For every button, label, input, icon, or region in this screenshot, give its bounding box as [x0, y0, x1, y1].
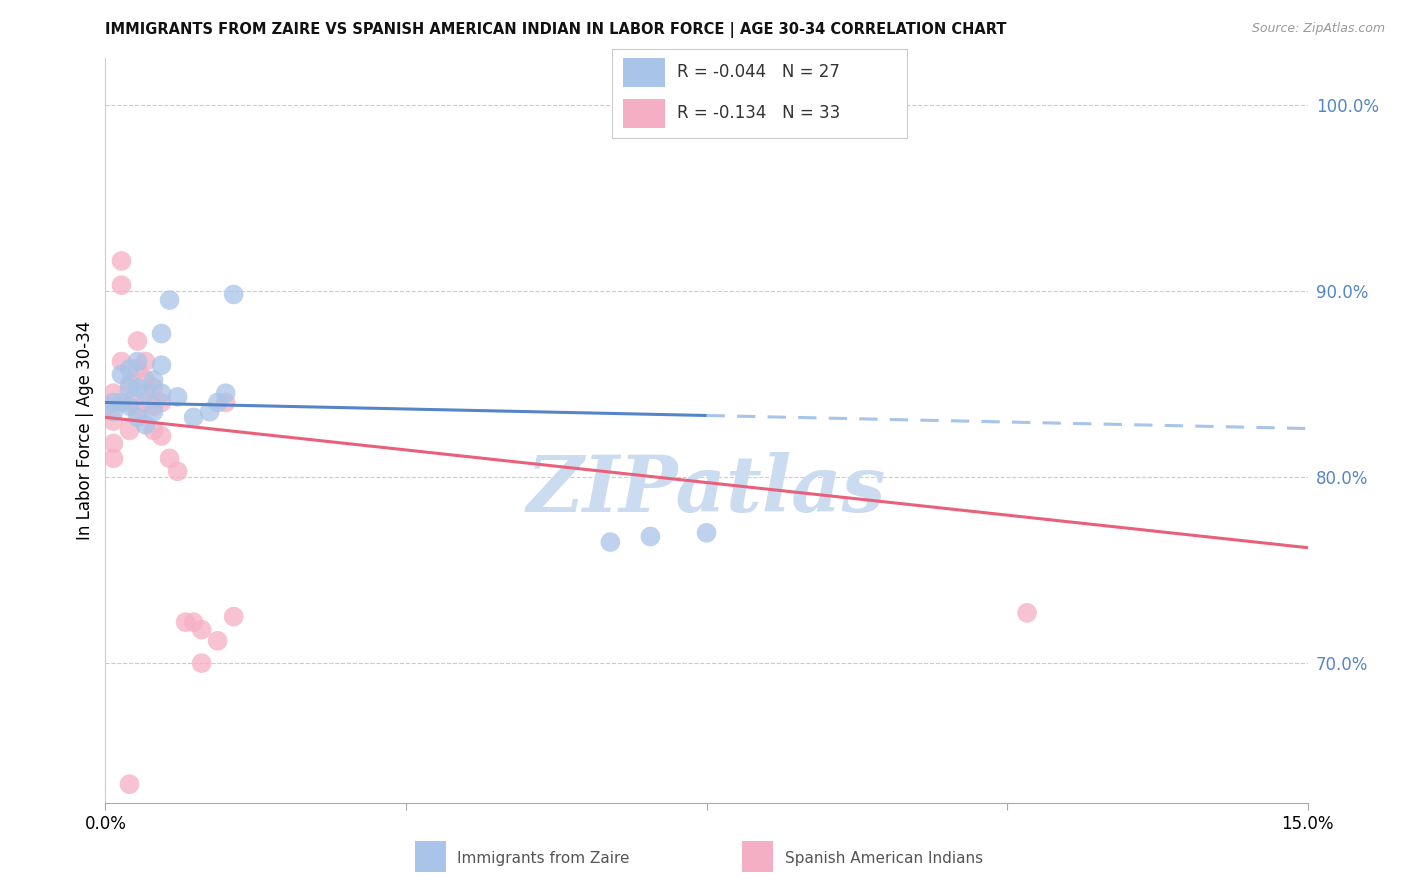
Text: ZIPatlas: ZIPatlas [527, 451, 886, 528]
Point [214, 386, 236, 401]
Text: R = -0.134   N = 33: R = -0.134 N = 33 [676, 104, 839, 122]
Point [142, 380, 165, 394]
Point [207, 395, 229, 409]
Point [599, 535, 621, 549]
Point [103, 451, 125, 466]
Point [207, 633, 229, 648]
Point [640, 529, 662, 543]
Bar [623, 99, 665, 128]
Point [142, 405, 165, 419]
Point [174, 615, 197, 630]
Point [118, 395, 141, 409]
Point [110, 278, 132, 293]
Point [135, 417, 157, 432]
Point [696, 525, 718, 540]
Point [150, 358, 173, 372]
Point [103, 395, 125, 409]
Point [222, 609, 245, 624]
Point [103, 386, 125, 401]
Point [159, 451, 181, 466]
Point [142, 373, 165, 387]
Text: Source: ZipAtlas.com: Source: ZipAtlas.com [1251, 22, 1385, 36]
Point [94, 399, 117, 413]
Point [127, 354, 149, 368]
Point [110, 254, 132, 268]
Point [142, 423, 165, 437]
Point [222, 287, 245, 301]
Point [118, 380, 141, 394]
Point [135, 373, 157, 387]
Point [198, 405, 221, 419]
Point [110, 395, 132, 409]
Point [150, 326, 173, 341]
Point [190, 656, 212, 670]
Text: Immigrants from Zaire: Immigrants from Zaire [457, 851, 630, 865]
Bar [623, 58, 665, 87]
Point [110, 354, 132, 368]
Point [166, 390, 188, 404]
Point [150, 429, 173, 443]
Point [118, 777, 141, 791]
Point [183, 615, 205, 630]
Point [127, 362, 149, 376]
Text: R = -0.044   N = 27: R = -0.044 N = 27 [676, 63, 839, 81]
Point [135, 354, 157, 368]
Text: IMMIGRANTS FROM ZAIRE VS SPANISH AMERICAN INDIAN IN LABOR FORCE | AGE 30-34 CORR: IMMIGRANTS FROM ZAIRE VS SPANISH AMERICA… [105, 22, 1007, 38]
Text: Spanish American Indians: Spanish American Indians [785, 851, 983, 865]
Point [127, 410, 149, 425]
Point [110, 368, 132, 382]
Point [150, 395, 173, 409]
Point [150, 386, 173, 401]
Point [127, 380, 149, 394]
Point [142, 399, 165, 413]
Point [118, 362, 141, 376]
Point [159, 293, 181, 307]
Point [135, 395, 157, 409]
Point [135, 386, 157, 401]
Point [190, 623, 212, 637]
Point [103, 414, 125, 428]
Point [214, 395, 236, 409]
Point [1017, 606, 1039, 620]
Point [127, 334, 149, 348]
Point [166, 464, 188, 478]
Point [183, 410, 205, 425]
Point [103, 405, 125, 419]
Point [118, 399, 141, 413]
Point [118, 423, 141, 437]
Point [103, 436, 125, 450]
Y-axis label: In Labor Force | Age 30-34: In Labor Force | Age 30-34 [76, 321, 94, 540]
Point [127, 405, 149, 419]
Point [118, 376, 141, 391]
